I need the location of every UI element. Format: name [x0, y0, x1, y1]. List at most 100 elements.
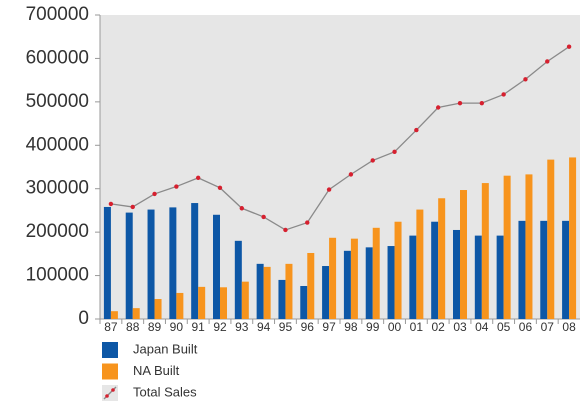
- y-tick-label: 700000: [26, 4, 89, 25]
- x-tick-label: 88: [126, 320, 140, 334]
- line-marker: [501, 92, 506, 97]
- bar: [365, 247, 373, 319]
- line-marker: [108, 201, 114, 207]
- bar: [220, 287, 227, 319]
- bar: [154, 299, 162, 319]
- bar: [481, 183, 489, 319]
- x-tick-label: 97: [322, 320, 336, 334]
- y-tick-label: 300000: [26, 178, 89, 199]
- x-tick-label: 00: [388, 320, 402, 334]
- line-marker: [370, 158, 375, 163]
- line-marker: [326, 187, 332, 192]
- bar: [234, 240, 242, 319]
- line-marker: [348, 172, 354, 177]
- line-marker: [479, 100, 485, 106]
- bar: [278, 279, 286, 319]
- x-tick-label: 96: [301, 320, 315, 334]
- legend-label: NA Built: [133, 363, 180, 378]
- legend-label: Total Sales: [133, 384, 197, 399]
- x-tick-label: 87: [104, 320, 118, 334]
- bar: [350, 238, 358, 319]
- y-tick-label: 100000: [26, 265, 89, 286]
- bar: [525, 174, 533, 319]
- y-tick-label: 200000: [26, 221, 89, 242]
- bar: [285, 263, 293, 319]
- bar: [540, 220, 548, 319]
- line-marker: [545, 59, 550, 64]
- x-tick-label: 06: [519, 320, 533, 334]
- line-marker: [152, 191, 157, 197]
- line-marker: [174, 184, 179, 189]
- bar: [387, 246, 395, 319]
- x-tick-label: 99: [366, 320, 380, 334]
- x-tick-label: 04: [475, 320, 489, 334]
- bar: [329, 237, 337, 319]
- line-marker: [414, 127, 419, 133]
- bar: [372, 227, 380, 319]
- bar: [562, 220, 570, 319]
- line-marker: [305, 220, 310, 225]
- line-marker: [392, 149, 397, 154]
- bar: [198, 286, 206, 319]
- bar: [438, 198, 446, 319]
- y-tick-label: 0: [78, 308, 89, 329]
- legend-swatch: [102, 342, 118, 358]
- line-marker: [283, 227, 288, 233]
- line-marker: [217, 185, 223, 191]
- x-tick-label: 95: [279, 320, 293, 334]
- x-tick-label: 98: [344, 320, 358, 334]
- line-marker: [195, 175, 201, 181]
- line: [110, 46, 570, 231]
- y-tick-label: 500000: [26, 91, 89, 112]
- y-tick-label: 400000: [26, 134, 89, 155]
- bar: [322, 266, 330, 319]
- bar: [169, 207, 177, 319]
- legend-marker: [111, 388, 115, 392]
- x-tick-label: 92: [213, 320, 227, 334]
- x-tick-label: 07: [541, 320, 555, 334]
- x-tick-label: 02: [432, 320, 446, 334]
- line-marker: [566, 44, 572, 49]
- bar: [176, 292, 184, 319]
- bar: [496, 235, 504, 319]
- x-tick-label: 94: [257, 320, 271, 334]
- bar: [263, 266, 271, 319]
- line-marker: [435, 105, 441, 110]
- x-tick-label: 93: [235, 320, 249, 334]
- line-marker: [457, 100, 463, 106]
- bar: [132, 308, 140, 319]
- bar: [256, 263, 264, 319]
- bar: [474, 235, 482, 319]
- bar: [103, 206, 111, 319]
- bar: [453, 229, 460, 319]
- legend-label: Japan Built: [133, 341, 198, 356]
- bar: [343, 250, 351, 319]
- bar: [191, 203, 199, 319]
- bar: [147, 209, 155, 319]
- bar: [213, 214, 220, 319]
- legend-marker: [105, 394, 109, 398]
- line-marker: [523, 77, 528, 82]
- bar: [431, 221, 439, 319]
- bar: [503, 175, 511, 319]
- y-tick-label: 600000: [26, 47, 89, 68]
- bar: [409, 235, 417, 319]
- bar: [110, 311, 118, 319]
- bar: [300, 285, 308, 319]
- x-tick-label: 05: [497, 320, 511, 334]
- bar: [569, 157, 577, 319]
- x-tick-label: 03: [453, 320, 467, 334]
- bar: [547, 159, 555, 319]
- bar: [241, 281, 249, 319]
- bar: [125, 212, 133, 319]
- x-tick-label: 01: [410, 320, 424, 334]
- bar: [416, 209, 424, 319]
- bar: [394, 221, 402, 319]
- bar: [307, 252, 315, 319]
- x-tick-label: 89: [148, 320, 162, 334]
- x-tick-label: 91: [192, 320, 206, 334]
- bar: [518, 220, 526, 319]
- bar: [460, 190, 467, 319]
